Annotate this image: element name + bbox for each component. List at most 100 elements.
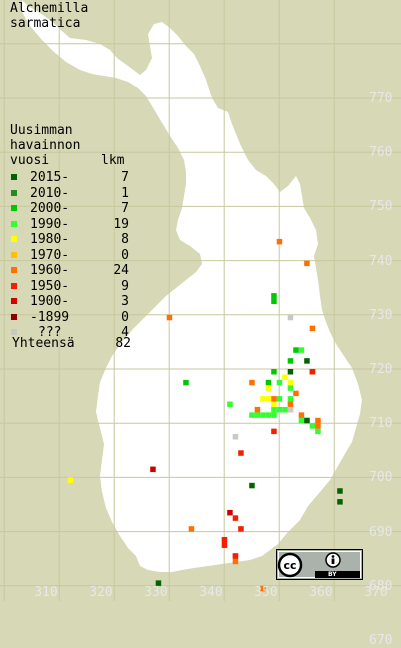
species-title: Alchemilla sarmatica [10,1,89,31]
legend-count: 0 [121,309,129,325]
observation-cell [287,314,294,321]
legend-swatch [11,220,17,227]
legend-count: 7 [121,201,129,216]
observation-cell [265,379,272,386]
observation-cell [271,412,277,418]
easting-label: 320 [89,585,113,600]
observation-cell [183,379,189,386]
legend-label: 1960- [30,263,70,278]
legend-item: 2010- 1 [10,186,135,202]
legend-count: 0 [121,247,129,263]
legend-swatch [11,282,17,289]
observation-cell [282,374,288,380]
observation-cell [337,488,343,494]
observation-cell [249,482,255,489]
observation-cell [287,401,294,408]
observation-cell [150,466,156,473]
legend-swatch [11,298,17,304]
observation-cell [260,396,266,402]
legend-item: -1899 0 [10,310,135,326]
badge-by-text: BY [328,571,337,578]
legend-count: 24 [113,263,129,278]
observation-cell [304,358,310,364]
observation-cell [155,580,162,586]
observation-cell [249,412,255,418]
observation-cell [276,379,283,386]
observation-cell [166,314,173,321]
observation-cell [260,585,266,592]
northing-label: 710 [369,416,393,432]
observation-cell [249,379,255,386]
legend-item: ??? 4 [10,325,135,341]
observation-cell [232,553,239,559]
legend-heading-line: Uusimman [10,123,73,138]
easting-label: 330 [144,585,168,600]
legend-count: 7 [121,170,129,185]
observation-cell [315,423,321,429]
legend-swatch [11,189,17,196]
observation-cell [309,325,316,332]
legend-label: 2000- [30,201,70,216]
northing-label: 730 [369,307,393,323]
observation-cell [271,428,277,435]
legend-item: 1990- 19 [10,217,135,233]
cc-by-license-badge[interactable]: cc BY [276,549,363,580]
northing-label: 670 [369,633,393,648]
observation-cell [232,434,239,440]
observation-cell [254,406,261,413]
observation-cell [315,417,321,424]
legend-item: 2015- 7 [10,170,135,186]
observation-cell [293,390,299,397]
observation-cell [337,499,343,505]
observation-cell [265,412,272,418]
legend-count: 19 [113,216,129,232]
legend-heading-line: havainnon [10,138,81,153]
observation-cell [271,396,277,402]
legend-heading: Uusimman havainnon vuosi [10,123,80,168]
northing-label: 760 [369,145,393,161]
observation-cell [227,401,233,408]
legend-count: 4 [121,325,129,340]
observation-cell [287,358,294,364]
legend-count: 3 [121,294,129,309]
easting-label: 370 [364,585,388,600]
finland-land [22,0,362,572]
finland-map [0,0,401,601]
observation-cell [282,406,288,413]
observation-cell [276,238,283,245]
legend-item: 1980- 8 [10,232,135,248]
northing-label: 680 [369,578,393,594]
svg-text:cc: cc [283,559,296,572]
legend-item: 1950- 9 [10,279,135,295]
observation-cells [67,238,343,592]
observation-cell [67,477,74,483]
northing-label: 720 [369,362,393,377]
legend-label: -1899 [30,309,70,325]
observation-cell [265,385,272,391]
observation-cell [188,526,195,532]
badge-label-bar [315,571,360,578]
observation-cell [232,515,239,521]
legend-label: 1980- [30,232,70,247]
observation-cell [287,396,294,402]
observation-cell [298,417,305,424]
legend-item: 1960- 24 [10,263,135,279]
observation-cell [221,542,228,548]
observation-cell [265,396,272,402]
total-label: Yhteensä [12,336,75,351]
legend-count: 8 [121,232,129,247]
legend-count-header: lkm [101,153,125,168]
legend-label: 2015- [30,170,70,185]
legend-label: 1990- [30,216,70,232]
observation-cell [238,450,244,456]
observation-cell [298,412,305,418]
northing-label: 740 [369,253,393,269]
legend-total: Yhteensä 82 [12,336,131,351]
observation-cell [287,379,294,386]
legend-label: ??? [38,325,62,340]
legend-swatch [11,313,17,320]
legend-label: 1950- [30,278,70,294]
easting-label: 350 [254,585,278,600]
observation-cell [276,406,283,413]
legend-swatch [11,267,17,273]
